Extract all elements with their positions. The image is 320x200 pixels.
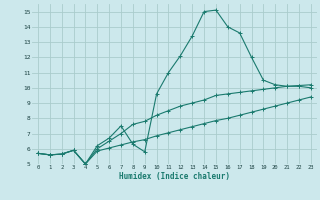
X-axis label: Humidex (Indice chaleur): Humidex (Indice chaleur) xyxy=(119,172,230,181)
